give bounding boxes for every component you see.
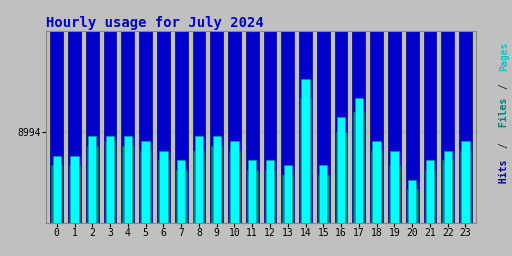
Text: Hourly usage for July 2024: Hourly usage for July 2024 <box>46 16 264 29</box>
Bar <box>423 0 436 223</box>
Bar <box>88 136 96 223</box>
Bar <box>68 0 81 223</box>
Bar <box>282 175 293 223</box>
Bar <box>157 0 170 223</box>
Bar <box>265 170 275 223</box>
Bar <box>159 151 167 223</box>
Bar <box>389 165 400 223</box>
Bar <box>87 146 98 223</box>
Bar <box>103 0 116 223</box>
Bar <box>51 165 62 223</box>
Bar <box>424 170 435 223</box>
Bar <box>141 141 150 223</box>
Bar <box>122 146 133 223</box>
Bar <box>284 165 292 223</box>
Bar <box>390 151 398 223</box>
Bar <box>266 160 274 223</box>
Bar <box>461 141 470 223</box>
Bar <box>355 98 363 223</box>
Bar <box>229 151 240 223</box>
Bar <box>86 0 99 223</box>
Bar <box>124 136 132 223</box>
Bar <box>70 155 79 223</box>
Bar <box>299 0 312 223</box>
Bar <box>300 98 311 223</box>
Bar <box>140 151 151 223</box>
Bar <box>176 170 186 223</box>
Bar <box>212 136 221 223</box>
Text: Hits: Hits <box>499 159 509 189</box>
Bar <box>408 179 416 223</box>
Bar <box>459 0 472 223</box>
Bar <box>211 146 222 223</box>
Bar <box>247 170 258 223</box>
Bar <box>175 0 187 223</box>
Bar <box>352 0 365 223</box>
Bar <box>158 160 169 223</box>
Bar <box>319 165 328 223</box>
Bar <box>353 112 365 223</box>
Text: /: / <box>499 143 509 154</box>
Bar <box>104 141 116 223</box>
Bar <box>230 141 239 223</box>
Bar <box>264 0 276 223</box>
Bar <box>282 0 294 223</box>
Bar <box>193 0 205 223</box>
Bar <box>228 0 241 223</box>
Bar <box>372 141 381 223</box>
Bar <box>407 189 418 223</box>
Bar <box>195 136 203 223</box>
Bar <box>443 151 452 223</box>
Bar <box>460 151 471 223</box>
Text: Pages: Pages <box>499 42 509 71</box>
Bar <box>139 0 152 223</box>
Bar <box>336 132 347 223</box>
Text: /: / <box>499 84 509 95</box>
Bar <box>317 0 330 223</box>
Bar <box>337 117 345 223</box>
Bar <box>335 0 348 223</box>
Bar <box>177 160 185 223</box>
Bar <box>371 151 382 223</box>
Bar <box>302 79 310 223</box>
Bar <box>50 0 63 223</box>
Bar <box>246 0 259 223</box>
Bar <box>121 0 134 223</box>
Bar <box>106 136 114 223</box>
Bar <box>441 0 454 223</box>
Bar <box>318 175 329 223</box>
Bar <box>210 0 223 223</box>
Bar <box>194 151 204 223</box>
Bar <box>370 0 383 223</box>
Bar <box>69 165 80 223</box>
Bar <box>248 160 257 223</box>
Bar <box>442 160 453 223</box>
Text: Files: Files <box>499 98 509 133</box>
Bar <box>406 0 419 223</box>
Bar <box>426 160 434 223</box>
Bar <box>53 155 61 223</box>
Bar <box>388 0 401 223</box>
